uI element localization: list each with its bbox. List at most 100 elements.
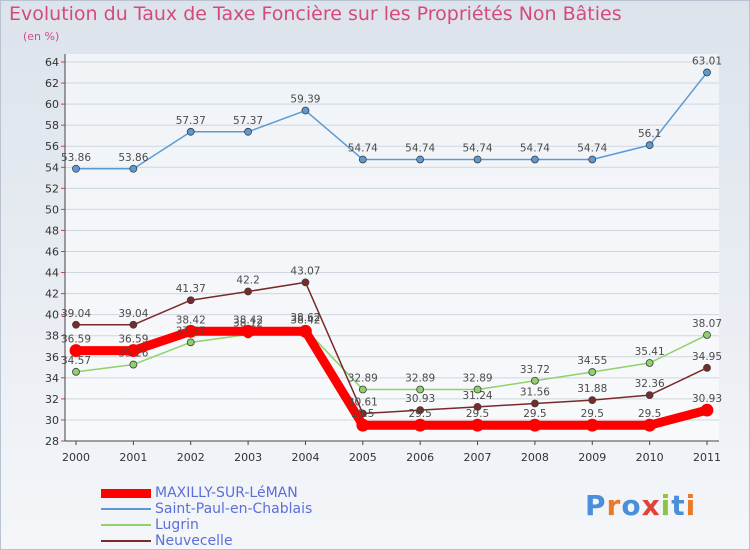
chart-legend: MAXILLY-SUR-LéMAN Saint-Paul-en-Chablais L…	[101, 485, 312, 549]
y-tick-label: 42	[45, 288, 59, 301]
data-point	[72, 320, 80, 329]
data-label: 34.57	[61, 355, 91, 367]
data-point	[358, 385, 367, 394]
data-point	[72, 164, 80, 173]
data-label: 39.04	[61, 308, 91, 320]
data-label: 34.55	[577, 355, 607, 367]
x-tick-label: 2005	[349, 451, 377, 464]
data-label: 29.5	[408, 408, 431, 420]
data-point	[301, 106, 310, 115]
data-label: 30.93	[692, 393, 722, 405]
data-label: 57.37	[233, 115, 263, 127]
y-tick-label: 30	[45, 414, 59, 427]
data-label: 54.74	[577, 142, 607, 154]
legend-swatch	[101, 524, 151, 526]
y-tick-label: 38	[45, 330, 59, 343]
data-point	[645, 391, 654, 399]
data-label: 54.74	[405, 142, 435, 154]
data-point	[416, 385, 425, 394]
data-point	[416, 155, 425, 164]
y-tick-label: 60	[45, 98, 59, 111]
y-tick-label: 56	[45, 140, 59, 153]
legend-item: Lugrin	[101, 517, 312, 533]
data-point	[244, 127, 252, 136]
data-label: 38.12	[233, 317, 263, 329]
data-point	[186, 127, 195, 136]
data-label: 34.95	[692, 351, 722, 363]
data-label: 54.74	[348, 142, 378, 154]
data-point	[531, 399, 539, 408]
data-point	[72, 367, 80, 376]
data-point	[700, 403, 714, 417]
legend-swatch	[101, 488, 151, 498]
data-point	[645, 141, 654, 150]
data-point	[588, 396, 597, 405]
x-tick-label: 2003	[234, 451, 262, 464]
data-label: 38.62	[290, 312, 320, 324]
data-label: 56.1	[638, 128, 661, 140]
data-label: 30.93	[405, 393, 435, 405]
x-tick-label: 2011	[693, 451, 721, 464]
data-label: 37.37	[176, 325, 206, 337]
legend-label: Saint-Paul-en-Chablais	[155, 501, 313, 517]
y-tick-label: 34	[45, 372, 59, 385]
data-point	[126, 344, 140, 357]
y-tick-label: 44	[45, 267, 59, 280]
data-label: 29.5	[351, 408, 374, 420]
data-point	[299, 324, 312, 338]
data-point	[69, 344, 83, 357]
data-label: 41.37	[176, 283, 206, 295]
x-tick-label: 2001	[119, 451, 147, 464]
data-label: 36.59	[61, 334, 91, 346]
legend-item: Saint-Paul-en-Chablais	[101, 501, 312, 517]
data-label: 53.86	[118, 152, 148, 164]
data-point	[471, 418, 484, 432]
data-label: 36.59	[118, 334, 148, 346]
data-label: 32.36	[635, 378, 665, 390]
series-line	[75, 328, 708, 391]
data-point	[416, 406, 425, 415]
data-point	[645, 359, 654, 367]
x-tick-label: 2009	[578, 451, 606, 464]
data-point	[703, 68, 711, 77]
data-label: 43.07	[290, 265, 320, 277]
data-label: 59.39	[290, 94, 320, 106]
data-label: 32.89	[348, 373, 378, 385]
data-point	[244, 287, 252, 296]
data-label: 35.26	[118, 348, 148, 360]
y-tick-label: 28	[45, 435, 59, 448]
y-tick-label: 52	[45, 182, 59, 195]
data-point	[703, 331, 711, 339]
proxiti-logo: Proxiti	[585, 489, 697, 522]
series-line	[75, 281, 708, 415]
data-label: 33.72	[520, 364, 550, 376]
data-label: 54.74	[520, 142, 550, 154]
data-label: 57.37	[176, 115, 206, 127]
y-tick-label: 32	[45, 393, 59, 406]
data-label: 29.5	[581, 408, 604, 420]
data-label: 29.5	[523, 408, 546, 420]
plot-area	[65, 54, 719, 441]
data-label: 31.56	[520, 387, 550, 399]
x-tick-label: 2007	[464, 451, 492, 464]
data-label: 38.42	[176, 314, 206, 326]
data-label: 54.74	[463, 142, 493, 154]
data-point	[703, 363, 711, 372]
series-line	[71, 326, 712, 430]
data-label: 30.61	[348, 397, 378, 409]
x-tick-label: 2004	[291, 451, 319, 464]
legend-label: Neuvecelle	[155, 533, 233, 549]
data-point	[301, 278, 310, 287]
data-point	[129, 320, 138, 329]
y-tick-label: 36	[45, 351, 59, 364]
x-tick-label: 2002	[177, 451, 205, 464]
data-label: 38.42	[233, 314, 263, 326]
y-tick-label: 40	[45, 309, 59, 322]
data-label: 31.24	[463, 390, 493, 402]
x-tick-label: 2008	[521, 451, 549, 464]
data-label: 32.89	[463, 373, 493, 385]
y-tick-label: 46	[45, 246, 59, 259]
data-point	[358, 155, 367, 164]
legend-item: MAXILLY-SUR-LéMAN	[101, 485, 312, 501]
data-label: 39.04	[118, 308, 148, 320]
